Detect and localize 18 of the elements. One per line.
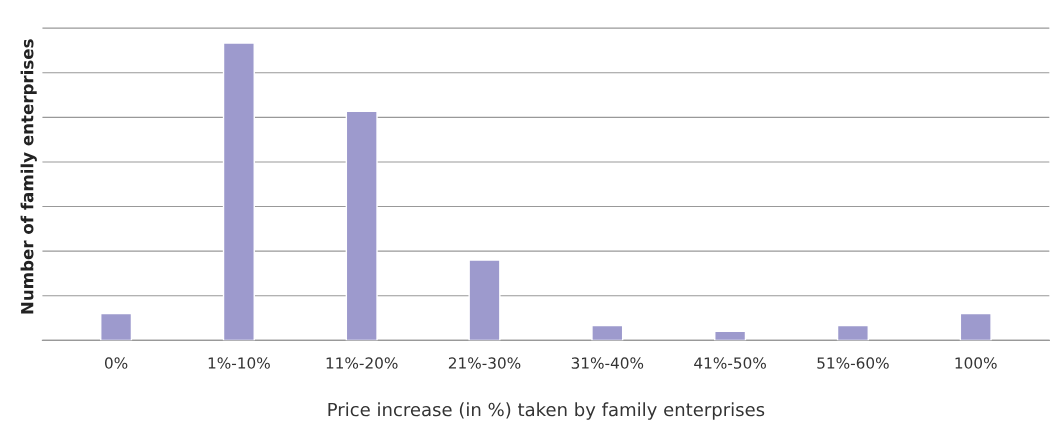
x-tick-label: 21%-30%: [448, 357, 521, 369]
x-tick-label: 11%-20%: [326, 357, 398, 369]
bar: [100, 312, 133, 341]
bar: [959, 312, 992, 341]
bar: [714, 330, 747, 341]
bar: [836, 324, 869, 341]
y-axis-title: Number of family enterprises: [20, 39, 37, 314]
x-tick-label: 100%: [955, 357, 997, 369]
bar: [591, 324, 624, 341]
bar: [222, 42, 255, 341]
bar: [468, 259, 501, 341]
bar: [345, 110, 378, 341]
x-tick-label: 51%-60%: [817, 357, 889, 369]
x-tick-label: 31%-40%: [571, 357, 644, 369]
x-tick-label: 0%: [104, 357, 128, 369]
x-axis-title: Price increase (in %) taken by family enterprises: [328, 402, 765, 420]
x-tick-label: 41%-50%: [694, 357, 766, 369]
x-tick-label: 1%-10%: [208, 357, 270, 369]
